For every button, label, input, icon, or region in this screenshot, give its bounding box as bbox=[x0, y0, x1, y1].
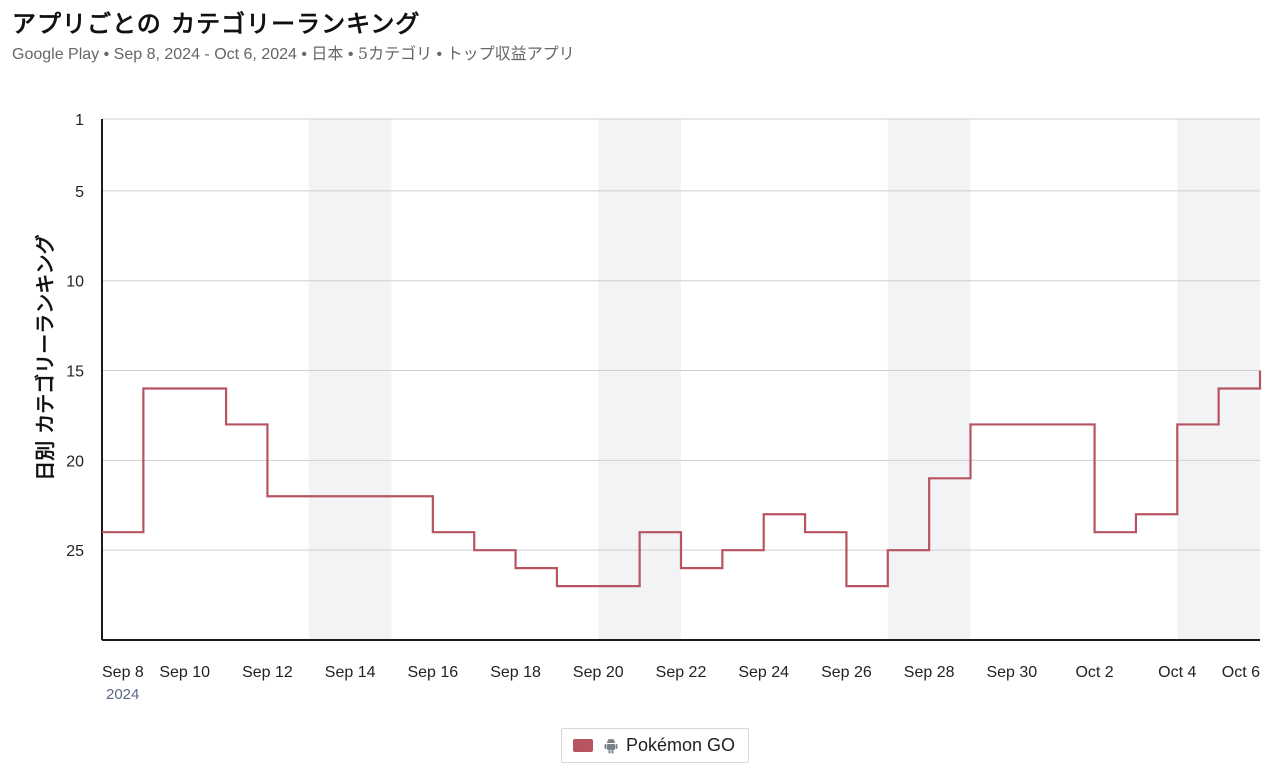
chart-title: アプリごとの カテゴリーランキング bbox=[12, 9, 421, 38]
x-tick-label: Sep 12 bbox=[242, 664, 293, 681]
x-tick-label: Sep 30 bbox=[986, 664, 1037, 681]
y-tick-label: 1 bbox=[75, 112, 84, 129]
subtitle-separator: • bbox=[432, 46, 447, 63]
chart-subtitle: Google Play • Sep 8, 2024 - Oct 6, 2024 … bbox=[12, 40, 575, 64]
x-tick-label: Sep 14 bbox=[325, 664, 376, 681]
y-tick-label: 20 bbox=[66, 453, 84, 470]
subtitle-separator: • bbox=[99, 46, 114, 63]
x-tick-label: Oct 6 bbox=[1222, 664, 1260, 681]
x-tick-sublabel: 2024 bbox=[106, 686, 139, 703]
series-line-pokemon-go bbox=[102, 370, 1262, 588]
weekend-band bbox=[887, 119, 971, 640]
subtitle-separator: • bbox=[343, 46, 358, 63]
subtitle-store: Google Play bbox=[12, 46, 100, 63]
x-tick-label: Sep 10 bbox=[159, 664, 210, 681]
android-icon bbox=[604, 738, 618, 753]
legend-label: Pokémon GO bbox=[626, 735, 736, 755]
weekend-band bbox=[1177, 119, 1260, 640]
x-tick-label: Oct 4 bbox=[1158, 664, 1196, 681]
subtitle-separator: • bbox=[296, 46, 312, 63]
legend-swatch bbox=[573, 739, 593, 752]
y-tick-label: 10 bbox=[66, 274, 84, 291]
legend-item-pokemon-go[interactable]: Pokémon GO bbox=[561, 728, 749, 763]
x-tick-label: Sep 16 bbox=[407, 664, 458, 681]
subtitle-country: 日本 bbox=[311, 44, 344, 63]
x-tick-label: Sep 18 bbox=[490, 664, 541, 681]
subtitle-dates: Sep 8, 2024 - Oct 6, 2024 bbox=[113, 46, 297, 63]
y-tick-label: 5 bbox=[75, 184, 84, 201]
y-axis-title: 日別 カテゴリーランキング bbox=[33, 234, 57, 480]
x-tick-label: Sep 8 bbox=[102, 664, 144, 681]
x-tick-label: Sep 20 bbox=[573, 664, 624, 681]
x-tick-label: Sep 26 bbox=[821, 664, 872, 681]
weekend-band bbox=[308, 119, 392, 640]
y-tick-label: 15 bbox=[66, 364, 84, 381]
x-tick-label: Sep 24 bbox=[738, 664, 789, 681]
y-tick-label: 25 bbox=[66, 543, 84, 560]
subtitle-category: 5カテゴリ bbox=[357, 44, 433, 63]
x-tick-label: Sep 22 bbox=[656, 664, 707, 681]
x-tick-label: Oct 2 bbox=[1075, 664, 1113, 681]
subtitle-list: トップ収益アプリ bbox=[446, 44, 575, 63]
x-tick-label: Sep 28 bbox=[904, 664, 955, 681]
